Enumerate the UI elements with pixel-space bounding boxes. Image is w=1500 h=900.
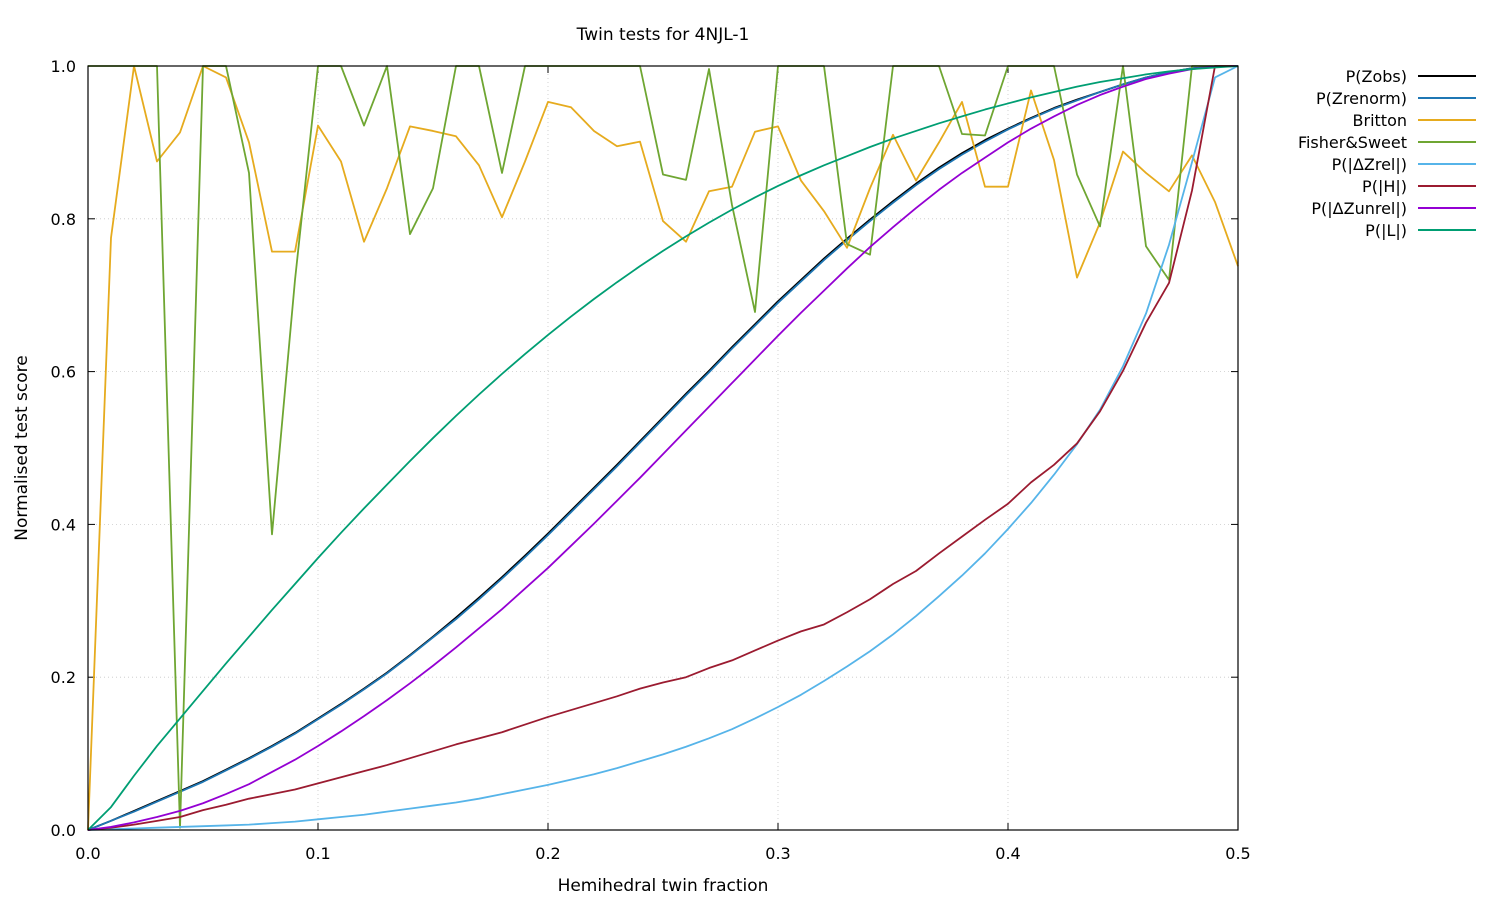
legend: P(Zobs) P(Zrenorm) Britton Fisher&Sweet P(|Δ… — [1298, 67, 1476, 240]
x-tick-label-5: 0.5 — [1225, 844, 1250, 863]
series-line-7 — [87, 65, 1239, 831]
legend-label-7: P(|L|) — [1365, 221, 1407, 240]
plot-frame — [87, 65, 1239, 831]
y-tick-label-1: 0.2 — [51, 668, 76, 687]
y-tick-label-2: 0.4 — [51, 515, 76, 534]
axes: 0.0 0.1 0.2 0.3 0.4 0.5 0.0 0.2 0.4 0.6 0.8 1.0 — [51, 57, 1251, 863]
series-line-5 — [87, 65, 1238, 831]
y-tick-label-5: 1.0 — [51, 57, 76, 76]
y-tick-label-3: 0.6 — [51, 363, 76, 382]
series-line-6 — [87, 65, 1239, 831]
series-lines — [87, 65, 1239, 831]
series-line-1 — [87, 65, 1239, 831]
legend-label-4: P(|ΔZrel|) — [1332, 155, 1407, 174]
series-line-4 — [87, 65, 1239, 831]
x-tick-label-1: 0.1 — [305, 844, 330, 863]
x-axis-label: Hemihedral twin fraction — [558, 876, 769, 896]
legend-label-5: P(|H|) — [1362, 177, 1407, 196]
legend-label-3: Fisher&Sweet — [1298, 133, 1407, 152]
x-tick-label-2: 0.2 — [535, 844, 560, 863]
y-tick-label-0: 0.0 — [51, 821, 76, 840]
legend-label-6: P(|ΔZunrel|) — [1311, 199, 1407, 218]
x-tick-label-4: 0.4 — [995, 844, 1020, 863]
x-tick-label-0: 0.0 — [75, 844, 100, 863]
y-axis-label: Normalised test score — [12, 355, 32, 540]
legend-label-1: P(Zrenorm) — [1316, 89, 1407, 108]
x-tick-label-3: 0.3 — [765, 844, 790, 863]
chart-title: Twin tests for 4NJL-1 — [576, 25, 750, 45]
legend-label-2: Britton — [1353, 111, 1407, 130]
grid-lines — [88, 66, 1238, 830]
y-tick-label-4: 0.8 — [51, 210, 76, 229]
legend-label-0: P(Zobs) — [1346, 67, 1407, 86]
series-line-2 — [87, 65, 1239, 831]
